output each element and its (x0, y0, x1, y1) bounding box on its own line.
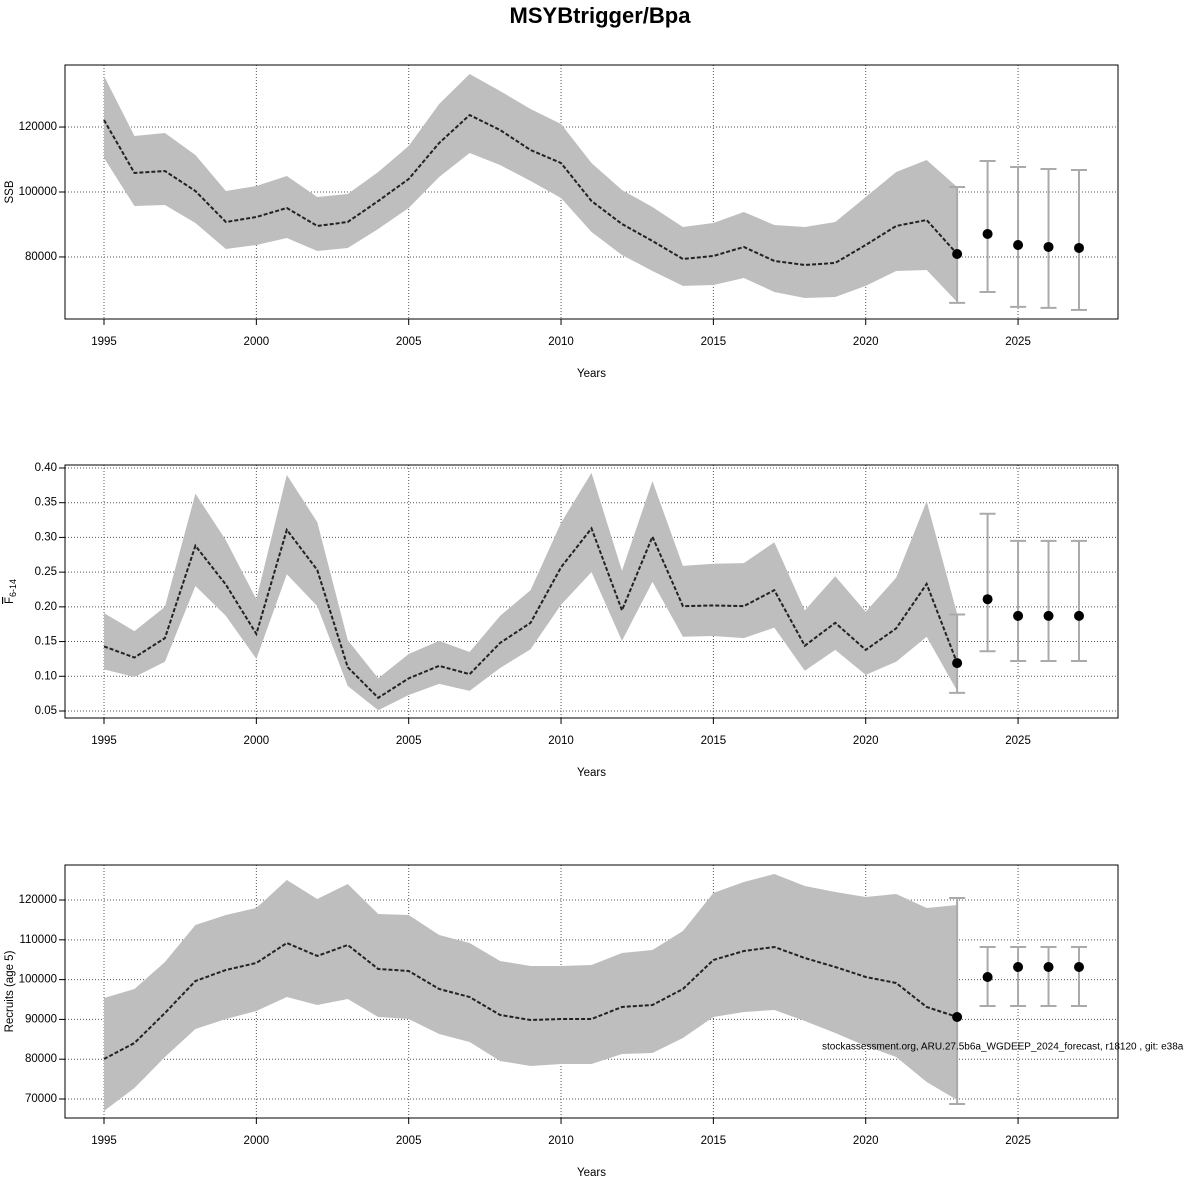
estimate-line (103, 941, 958, 1060)
x-tick-label: 2020 (853, 735, 879, 747)
y-tick-label: 80000 (25, 251, 57, 263)
y-tick-label: 70000 (25, 1093, 57, 1105)
y-tick-label: 0.05 (35, 705, 57, 717)
x-axis-label: Years (577, 1167, 606, 1179)
x-tick-label: 2010 (548, 1135, 574, 1147)
y-axis-label: Recruits (age 5) (4, 950, 16, 1032)
x-tick-label: 1995 (91, 735, 117, 747)
x-tick-label: 1995 (91, 336, 117, 348)
forecast-point (952, 1011, 963, 1022)
y-tick-label: 90000 (25, 1013, 57, 1025)
y-tick-label: 0.10 (35, 670, 57, 682)
confidence-band (104, 472, 958, 711)
plot-frame (64, 864, 1119, 1119)
forecast-point (1043, 961, 1054, 972)
x-tick-label: 2025 (1005, 1135, 1031, 1147)
y-tick-label: 120000 (19, 894, 57, 906)
forecast-point (1074, 961, 1084, 972)
y-tick-label: 0.20 (35, 601, 57, 613)
x-tick-label: 2000 (244, 336, 270, 348)
x-tick-label: 2005 (396, 336, 422, 348)
figure-title: MSYBtrigger/Bpa (510, 3, 692, 28)
x-tick-label: 1995 (91, 1135, 117, 1147)
x-tick-label: 2005 (396, 1135, 422, 1147)
y-axis-label-main: F (4, 597, 16, 604)
forecast-point (1043, 610, 1054, 621)
forecast-point (1043, 241, 1054, 252)
y-axis-label: F6-14 (4, 579, 18, 604)
y-tick-label: 0.25 (35, 566, 57, 578)
y-axis-label-main: Recruits (age 5) (4, 950, 16, 1032)
y-tick-label: 100000 (19, 186, 57, 198)
y-axis-label-sub: 6-14 (8, 579, 18, 597)
forecast-point (982, 971, 993, 982)
forecast-point (1074, 242, 1084, 253)
forecast-point (982, 594, 993, 605)
x-tick-label: 2010 (548, 735, 574, 747)
y-tick-label: 110000 (19, 934, 57, 946)
forecast-point (1013, 610, 1024, 621)
y-axis-label: SSB (4, 180, 16, 203)
y-axis-label-main: SSB (4, 180, 16, 203)
x-tick-label: 2010 (548, 336, 574, 348)
y-tick-label: 0.35 (35, 497, 57, 509)
confidence-band (104, 74, 958, 302)
x-tick-label: 2025 (1005, 336, 1031, 348)
y-tick-label: 120000 (19, 121, 57, 133)
forecast-point (1013, 239, 1024, 250)
plot-frame (64, 64, 1119, 320)
y-tick-label: 0.15 (35, 636, 57, 648)
estimate-line (103, 113, 958, 266)
annotation: stockassessment.org, ARU.27.5b6a_WGDEEP_… (822, 1042, 1184, 1053)
y-tick-label: 80000 (25, 1053, 57, 1065)
y-tick-label: 100000 (19, 974, 57, 986)
x-tick-label: 2005 (396, 735, 422, 747)
y-tick-label: 0.30 (35, 531, 57, 543)
plot-frame (64, 464, 1119, 719)
x-tick-label: 2015 (701, 1135, 727, 1147)
confidence-band (104, 873, 958, 1112)
x-tick-label: 2000 (244, 1135, 270, 1147)
y-tick-label: 0.40 (35, 462, 57, 474)
x-axis-label: Years (577, 767, 606, 779)
forecast-point (952, 248, 963, 259)
x-tick-label: 2000 (244, 735, 270, 747)
x-axis-label: Years (577, 368, 606, 380)
x-tick-label: 2015 (701, 336, 727, 348)
forecast-point (952, 658, 963, 669)
forecast-point (1013, 961, 1024, 972)
estimate-line (103, 526, 959, 700)
x-tick-label: 2020 (853, 1135, 879, 1147)
x-tick-label: 2025 (1005, 735, 1031, 747)
forecast-point (982, 228, 993, 239)
forecast-point (1074, 610, 1084, 621)
x-tick-label: 2020 (853, 336, 879, 348)
x-tick-label: 2015 (701, 735, 727, 747)
